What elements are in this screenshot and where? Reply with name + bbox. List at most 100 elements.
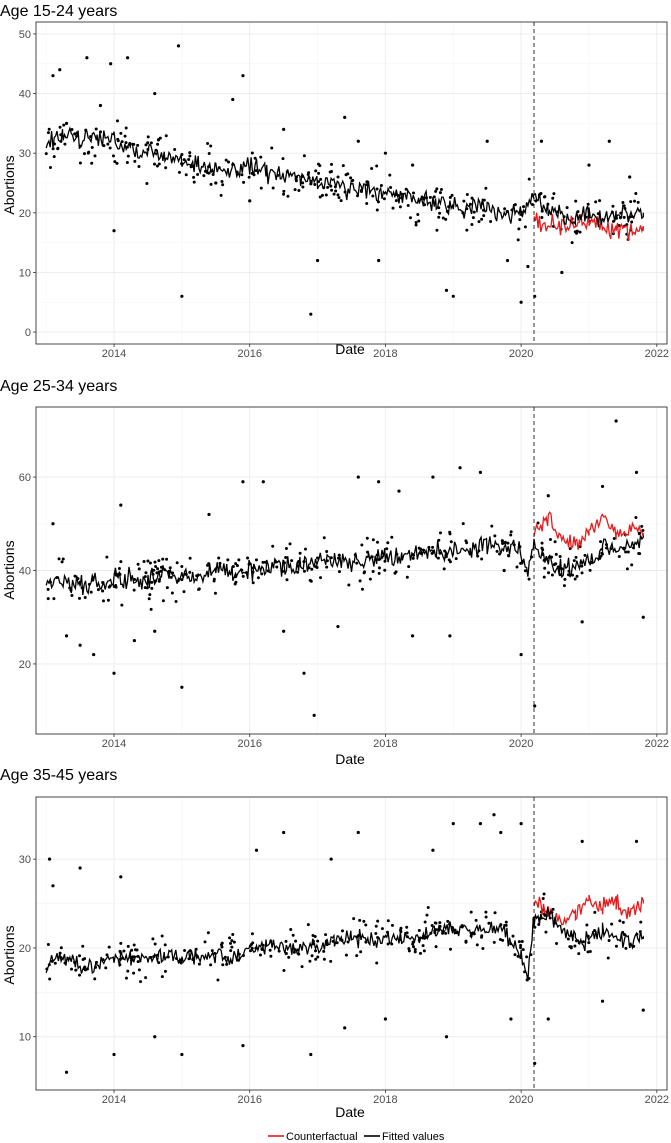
observed-point xyxy=(588,568,592,572)
observed-point xyxy=(352,917,356,921)
observed-point xyxy=(484,186,488,190)
observed-point xyxy=(315,258,320,263)
observed-point xyxy=(241,574,245,578)
observed-point xyxy=(145,181,149,185)
observed-point xyxy=(448,634,452,638)
observed-point xyxy=(144,976,148,980)
observed-point xyxy=(451,822,455,826)
observed-point xyxy=(362,919,366,923)
y-axis-label: Abortions xyxy=(1,540,17,599)
observed-point xyxy=(519,561,523,565)
observed-point xyxy=(58,125,62,129)
observed-point xyxy=(180,564,184,568)
observed-point xyxy=(297,188,301,192)
observed-point xyxy=(417,929,421,933)
observed-point xyxy=(386,942,390,946)
observed-point xyxy=(414,223,418,227)
observed-point xyxy=(441,216,445,220)
observed-point xyxy=(634,839,639,843)
observed-point xyxy=(146,141,150,145)
x-tick-label: 2022 xyxy=(645,738,669,750)
observed-point xyxy=(640,524,644,528)
observed-point xyxy=(552,192,556,196)
observed-point xyxy=(119,131,123,135)
observed-point xyxy=(98,103,103,108)
observed-point xyxy=(599,540,603,544)
observed-point xyxy=(58,68,62,72)
observed-point xyxy=(282,629,286,633)
observed-point xyxy=(446,919,450,923)
observed-point xyxy=(630,220,634,224)
observed-point xyxy=(139,980,143,984)
observed-point xyxy=(290,559,294,563)
observed-point xyxy=(431,545,435,549)
observed-point xyxy=(489,219,493,223)
observed-point xyxy=(285,578,289,582)
y-tick-label: 10 xyxy=(19,267,31,279)
observed-point xyxy=(575,574,579,578)
observed-point xyxy=(581,940,585,944)
observed-point xyxy=(587,163,591,167)
observed-point xyxy=(621,200,625,204)
y-tick-label: 0 xyxy=(25,327,31,339)
observed-point xyxy=(358,918,362,922)
observed-point xyxy=(448,560,452,564)
observed-point xyxy=(315,566,319,570)
observed-point xyxy=(158,136,162,140)
observed-point xyxy=(242,180,246,184)
observed-point xyxy=(530,203,534,207)
observed-point xyxy=(375,208,379,212)
observed-point xyxy=(53,961,57,965)
fitted-line xyxy=(45,905,644,982)
observed-point xyxy=(425,913,429,917)
observed-point xyxy=(550,573,554,577)
observed-point xyxy=(298,551,302,555)
observed-point xyxy=(458,466,462,470)
observed-point xyxy=(502,568,506,573)
observed-point xyxy=(115,161,119,165)
observed-point xyxy=(119,875,123,879)
observed-point xyxy=(188,556,192,560)
observed-point xyxy=(492,813,496,817)
observed-point xyxy=(500,539,504,543)
observed-point xyxy=(289,927,293,931)
observed-point xyxy=(144,571,148,575)
observed-point xyxy=(94,127,98,131)
observed-point xyxy=(611,204,615,208)
observed-point xyxy=(634,470,639,474)
observed-point xyxy=(157,559,161,563)
observed-point xyxy=(482,214,486,218)
observed-point xyxy=(586,202,590,206)
observed-point xyxy=(339,199,343,203)
observed-point xyxy=(319,177,323,181)
panel-age-35-45: Age 35-45 years 2014 2016 2018 2020 2022 10 20… xyxy=(0,767,669,1120)
counterfactual-line xyxy=(533,511,644,550)
observed-point xyxy=(64,634,69,638)
observed-point xyxy=(390,923,394,927)
observed-point xyxy=(119,941,123,945)
observed-point xyxy=(326,185,330,189)
observed-point xyxy=(612,536,616,540)
observed-point xyxy=(359,950,363,954)
panel-age-25-34: Age 25-34 years 2014 2016 2018 2020 2022 20 40… xyxy=(0,378,669,767)
observed-point xyxy=(484,915,488,919)
observed-point xyxy=(294,939,298,943)
observed-point xyxy=(391,206,395,210)
observed-point xyxy=(386,919,390,923)
observed-point xyxy=(161,557,165,561)
observed-point xyxy=(430,551,434,555)
observed-point xyxy=(302,569,306,573)
observed-point xyxy=(125,56,130,60)
observed-point xyxy=(206,142,210,146)
observed-point xyxy=(302,671,306,675)
observed-point xyxy=(241,1044,245,1048)
observed-point xyxy=(336,624,340,629)
observed-point xyxy=(90,146,94,150)
observed-point xyxy=(407,565,411,569)
observed-point xyxy=(397,489,401,493)
observed-point xyxy=(624,550,628,554)
observed-point xyxy=(250,151,254,155)
observed-point xyxy=(638,552,642,556)
observed-point xyxy=(144,143,148,147)
observed-point xyxy=(565,206,569,210)
